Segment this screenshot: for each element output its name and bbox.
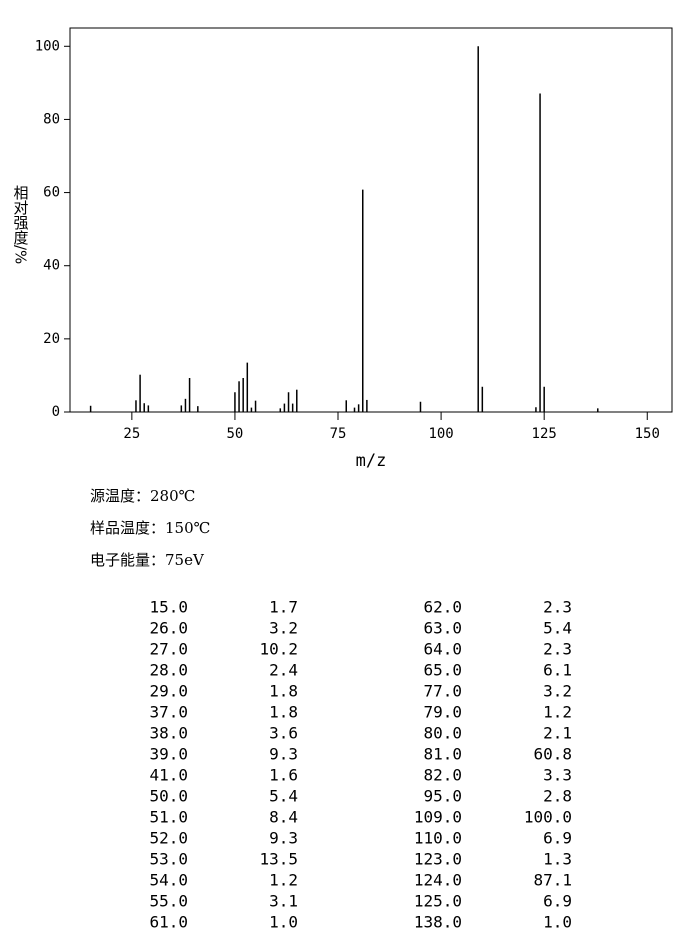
table-cell: 38.0 — [149, 724, 188, 743]
table-cell: 52.0 — [149, 829, 188, 848]
y-tick-label: 40 — [43, 258, 60, 274]
y-tick-label: 0 — [52, 404, 60, 420]
table-cell: 82.0 — [423, 766, 462, 785]
table-cell: 60.8 — [533, 745, 572, 764]
table-cell: 9.3 — [269, 745, 298, 764]
table-cell: 6.9 — [543, 829, 572, 848]
table-cell: 39.0 — [149, 745, 188, 764]
table-cell: 5.4 — [269, 787, 298, 806]
table-cell: 28.0 — [149, 661, 188, 680]
table-cell: 1.2 — [269, 871, 298, 890]
table-cell: 29.0 — [149, 682, 188, 701]
table-cell: 77.0 — [423, 682, 462, 701]
table-cell: 1.0 — [543, 913, 572, 932]
table-cell: 100.0 — [524, 808, 572, 827]
table-cell: 1.8 — [269, 703, 298, 722]
table-cell: 3.6 — [269, 724, 298, 743]
table-cell: 51.0 — [149, 808, 188, 827]
table-cell: 41.0 — [149, 766, 188, 785]
table-cell: 55.0 — [149, 892, 188, 911]
table-cell: 124.0 — [414, 871, 462, 890]
table-cell: 138.0 — [414, 913, 462, 932]
table-cell: 10.2 — [259, 640, 298, 659]
table-cell: 37.0 — [149, 703, 188, 722]
plot-frame — [69, 27, 673, 413]
table-cell: 79.0 — [423, 703, 462, 722]
table-cell: 95.0 — [423, 787, 462, 806]
y-tick-label: 100 — [35, 38, 60, 54]
info-line: 电子能量：75eV — [90, 551, 205, 569]
table-cell: 3.3 — [543, 766, 572, 785]
table-cell: 1.0 — [269, 913, 298, 932]
table-cell: 1.3 — [543, 850, 572, 869]
table-cell: 50.0 — [149, 787, 188, 806]
y-axis-label: 相对强度/% — [12, 185, 30, 264]
table-cell: 2.3 — [543, 640, 572, 659]
table-cell: 54.0 — [149, 871, 188, 890]
table-cell: 2.8 — [543, 787, 572, 806]
table-cell: 2.3 — [543, 598, 572, 617]
x-tick-label: 150 — [635, 426, 660, 442]
table-cell: 2.4 — [269, 661, 298, 680]
table-cell: 110.0 — [414, 829, 462, 848]
info-line: 样品温度：150℃ — [90, 519, 210, 537]
y-tick-label: 20 — [43, 331, 60, 347]
table-cell: 1.8 — [269, 682, 298, 701]
x-tick-label: 75 — [330, 426, 347, 442]
x-tick-label: 50 — [227, 426, 244, 442]
table-cell: 27.0 — [149, 640, 188, 659]
table-cell: 1.2 — [543, 703, 572, 722]
x-axis-label: m/z — [356, 451, 387, 471]
table-cell: 15.0 — [149, 598, 188, 617]
table-cell: 9.3 — [269, 829, 298, 848]
info-line: 源温度：280℃ — [90, 487, 195, 505]
x-tick-label: 25 — [123, 426, 140, 442]
table-cell: 1.7 — [269, 598, 298, 617]
table-cell: 3.2 — [543, 682, 572, 701]
table-cell: 65.0 — [423, 661, 462, 680]
table-cell: 63.0 — [423, 619, 462, 638]
table-cell: 81.0 — [423, 745, 462, 764]
x-tick-label: 100 — [428, 426, 453, 442]
table-cell: 3.2 — [269, 619, 298, 638]
table-cell: 87.1 — [533, 871, 572, 890]
table-cell: 123.0 — [414, 850, 462, 869]
table-cell: 3.1 — [269, 892, 298, 911]
y-tick-label: 80 — [43, 111, 60, 127]
y-tick-label: 60 — [43, 185, 60, 201]
table-cell: 8.4 — [269, 808, 298, 827]
table-cell: 2.1 — [543, 724, 572, 743]
table-cell: 53.0 — [149, 850, 188, 869]
table-cell: 64.0 — [423, 640, 462, 659]
table-cell: 6.1 — [543, 661, 572, 680]
table-cell: 26.0 — [149, 619, 188, 638]
table-cell: 62.0 — [423, 598, 462, 617]
table-cell: 6.9 — [543, 892, 572, 911]
table-cell: 80.0 — [423, 724, 462, 743]
table-cell: 13.5 — [259, 850, 298, 869]
table-cell: 125.0 — [414, 892, 462, 911]
x-tick-label: 125 — [532, 426, 557, 442]
table-cell: 1.6 — [269, 766, 298, 785]
table-cell: 5.4 — [543, 619, 572, 638]
table-cell: 61.0 — [149, 913, 188, 932]
table-cell: 109.0 — [414, 808, 462, 827]
